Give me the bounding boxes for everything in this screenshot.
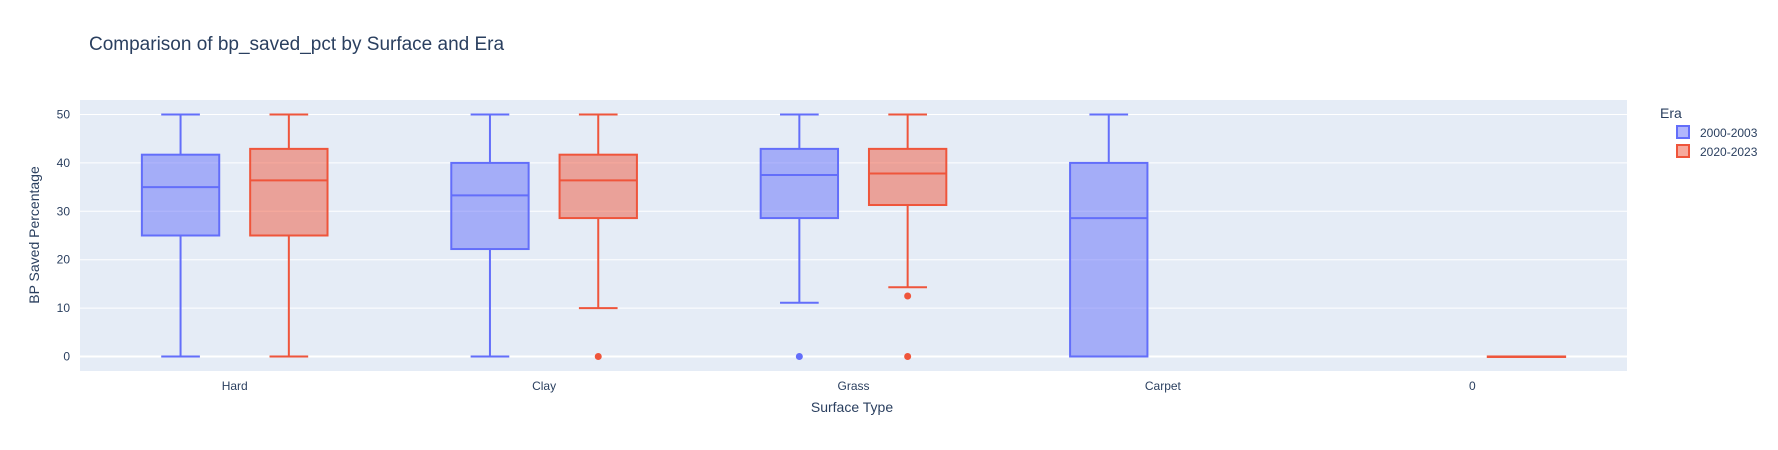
y-tick-label: 0 bbox=[63, 349, 70, 363]
plot-area bbox=[80, 100, 1627, 371]
outlier-point bbox=[594, 352, 602, 360]
box-2020-2023-0 bbox=[1486, 355, 1567, 358]
iqr-box bbox=[140, 153, 221, 237]
legend-title: Era bbox=[1660, 105, 1682, 121]
iqr-box bbox=[450, 161, 530, 251]
legend-label: 2020-2023 bbox=[1700, 145, 1758, 159]
box-2020-2023-Hard bbox=[249, 113, 329, 358]
y-axis-title: BP Saved Percentage bbox=[26, 166, 42, 304]
outlier-point bbox=[904, 292, 912, 300]
x-tick-label: Hard bbox=[222, 379, 248, 393]
legend-swatch bbox=[1676, 125, 1690, 139]
chart-title: Comparison of bp_saved_pct by Surface an… bbox=[89, 34, 505, 55]
x-axis-title: Surface Type bbox=[811, 399, 893, 415]
x-tick-label: Carpet bbox=[1145, 379, 1182, 393]
iqr-box bbox=[867, 147, 948, 207]
gridlines bbox=[80, 114, 1627, 358]
legend-swatch bbox=[1676, 144, 1690, 158]
y-axis-ticks: 0 10 20 30 40 50 bbox=[57, 108, 71, 364]
outlier-point bbox=[795, 352, 803, 360]
x-tick-label: 0 bbox=[1469, 379, 1476, 393]
boxes bbox=[140, 113, 1567, 360]
legend: Era 2000-2003 2020-2023 bbox=[1660, 105, 1758, 159]
outlier-point bbox=[904, 352, 912, 360]
y-tick-label: 10 bbox=[57, 301, 71, 315]
y-tick-label: 30 bbox=[57, 204, 71, 218]
y-tick-label: 40 bbox=[57, 156, 71, 170]
box-2020-2023-Clay bbox=[558, 113, 638, 360]
x-tick-label: Clay bbox=[532, 379, 556, 393]
x-tick-label: Grass bbox=[837, 379, 869, 393]
legend-label: 2000-2003 bbox=[1700, 126, 1758, 140]
iqr-box bbox=[759, 147, 840, 220]
y-tick-label: 20 bbox=[57, 253, 71, 267]
x-axis-ticks: Hard Clay Grass Carpet 0 bbox=[222, 379, 1476, 393]
box-2000-2003-Clay bbox=[450, 113, 530, 358]
box-2000-2003-Carpet bbox=[1069, 113, 1149, 358]
box-2000-2003-Grass bbox=[759, 113, 840, 360]
box-2000-2003-Hard bbox=[140, 113, 221, 358]
iqr-box bbox=[558, 153, 638, 220]
y-tick-label: 50 bbox=[57, 108, 71, 122]
box-2020-2023-Grass bbox=[867, 113, 948, 360]
iqr-box bbox=[1069, 161, 1149, 358]
iqr-box bbox=[249, 147, 329, 237]
